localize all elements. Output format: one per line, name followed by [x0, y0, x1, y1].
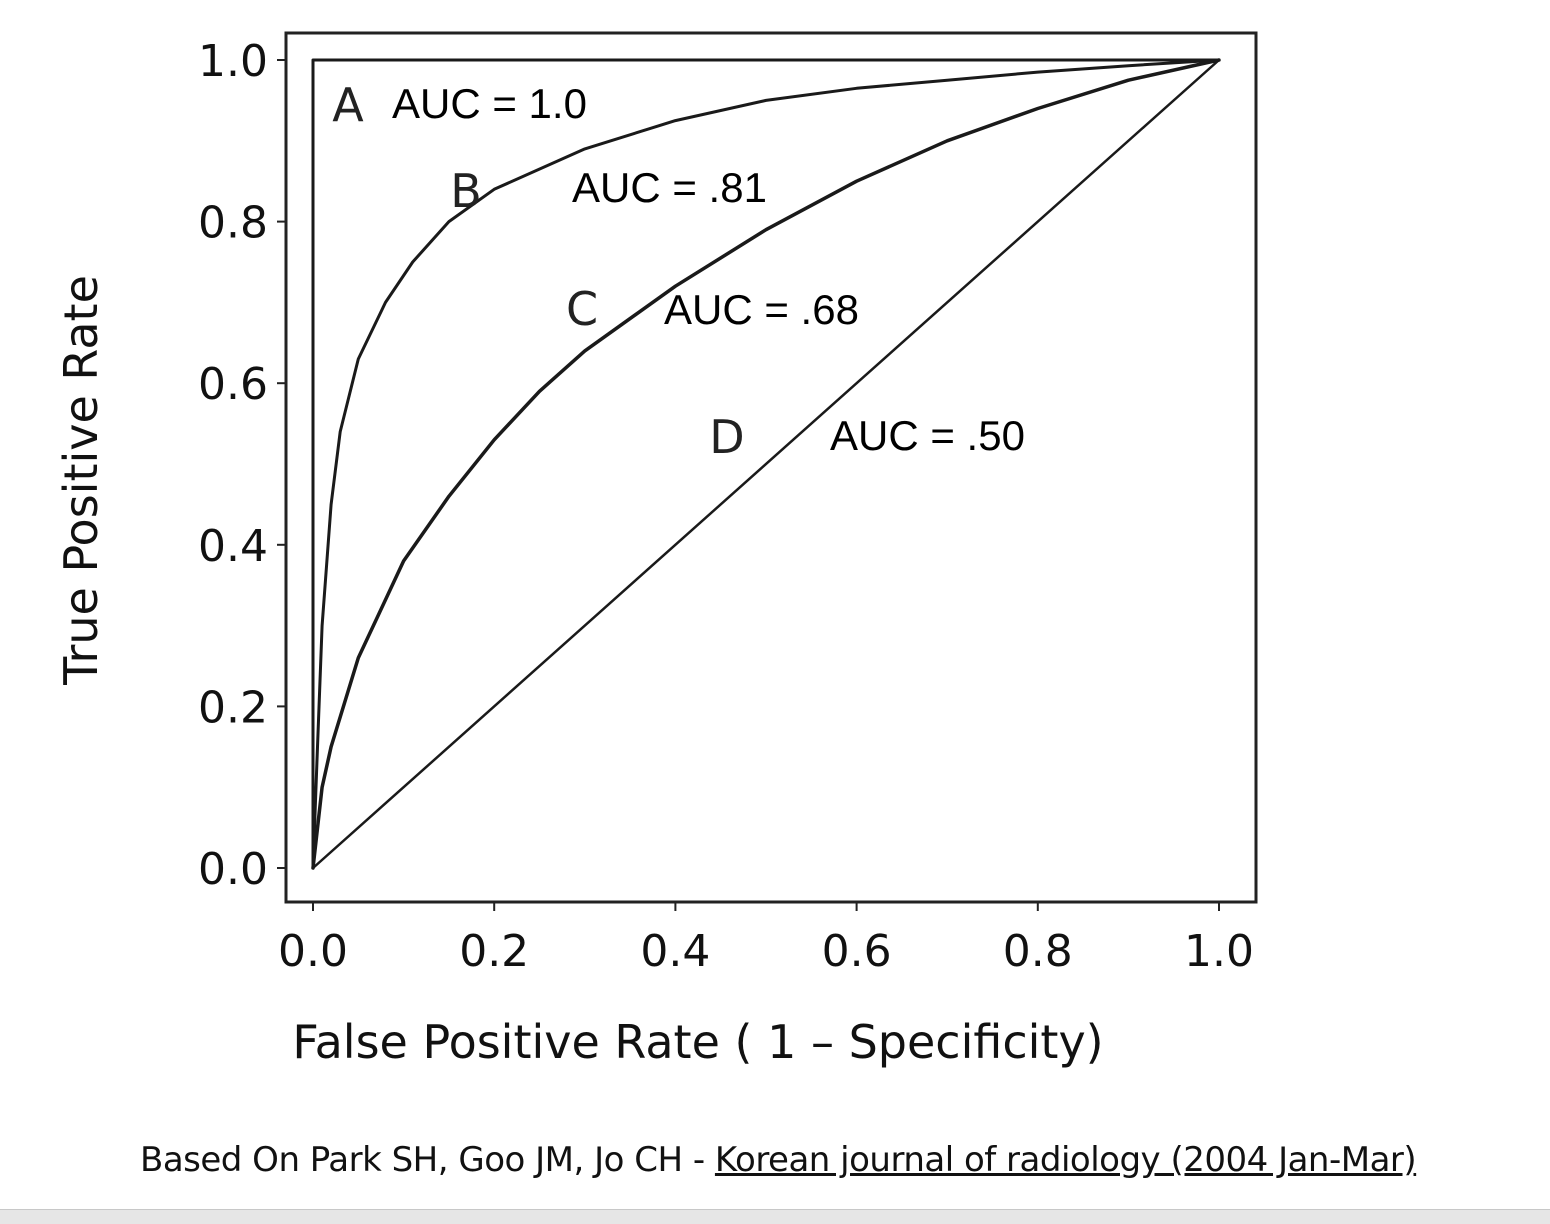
auc-label-a: AUC = 1.0: [392, 80, 587, 127]
series-line-a: [311, 58, 1221, 870]
curve-letter-c: C: [566, 282, 598, 336]
plot-frame: [284, 31, 1258, 904]
x-tick-label: 0.2: [459, 926, 529, 977]
y-tick-label: 0.8: [198, 198, 268, 249]
x-tick-label: 0.6: [822, 926, 892, 977]
x-tick-label: 0.0: [278, 926, 348, 977]
y-tick-label: 0.2: [198, 682, 268, 733]
auc-label-c: AUC = .68: [664, 286, 859, 333]
x-axis-title: False Positive Rate ( 1 – Specificity): [292, 1015, 1103, 1069]
auc-label-b: AUC = .81: [572, 164, 767, 211]
y-tick-label: 0.6: [198, 359, 268, 410]
credit-text: Based On Park SH, Goo JM, Jo CH -: [140, 1140, 715, 1180]
x-tick-label: 0.8: [1003, 926, 1073, 977]
taskbar: [0, 1209, 1550, 1224]
y-tick-label: 0.0: [198, 844, 268, 895]
journal-link[interactable]: Korean journal of radiology (2004 Jan-Ma…: [714, 1140, 1417, 1180]
curve-letter-d: D: [709, 410, 744, 464]
y-axis-title: True Positive Rate: [54, 275, 108, 686]
auc-label-d: AUC = .50: [830, 412, 1025, 459]
curve-letter-b: B: [450, 164, 482, 218]
series-line-b: [311, 58, 1221, 870]
y-tick-label: 0.4: [198, 521, 268, 572]
curve-letter-a: A: [332, 78, 364, 132]
series-line-d: [311, 58, 1221, 870]
x-tick-label: 1.0: [1184, 926, 1254, 977]
series-line-c: [311, 58, 1221, 870]
x-tick-label: 0.4: [640, 926, 710, 977]
source-credit: Based On Park SH, Goo JM, Jo CH - Korean…: [140, 1140, 1417, 1180]
y-tick-label: 1.0: [198, 36, 268, 87]
